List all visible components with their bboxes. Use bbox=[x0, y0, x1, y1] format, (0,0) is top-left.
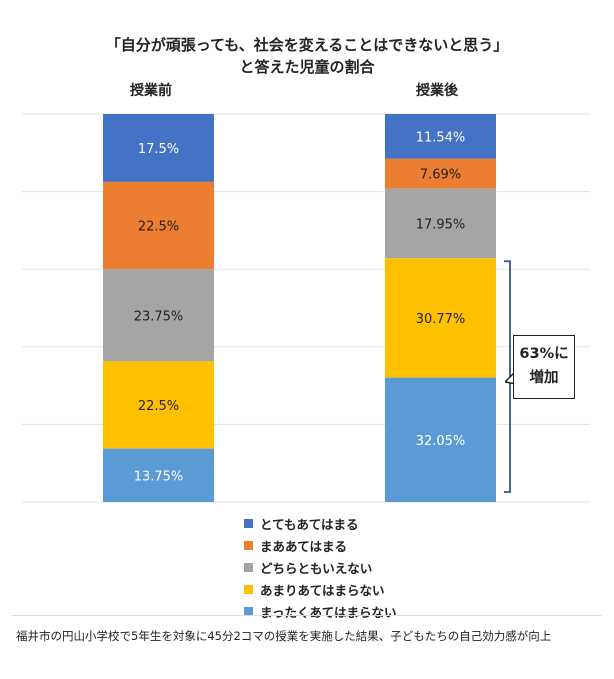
bar-segment bbox=[385, 158, 496, 189]
bar-segment bbox=[385, 258, 496, 378]
bar-segment bbox=[385, 188, 496, 259]
legend-label: とてもあてはまる bbox=[260, 516, 359, 532]
footer-caption: 福井市の円山小学校で5年生を対象に45分2コマの授業を実施した結果、子どもたちの… bbox=[16, 629, 552, 643]
data-label: 17.95% bbox=[416, 217, 466, 232]
legend-label: どちらともいえない bbox=[260, 560, 373, 576]
legend-label: まああてはまる bbox=[260, 538, 348, 554]
legend-swatch bbox=[244, 540, 253, 550]
legend-item: あまりあてはまらない bbox=[244, 578, 397, 600]
data-label: 32.05% bbox=[416, 434, 466, 449]
bar-segment bbox=[103, 361, 214, 449]
legend-item: まったくあてはまらない bbox=[244, 600, 397, 622]
category-label-before: 授業前 bbox=[130, 83, 172, 99]
data-label: 22.5% bbox=[138, 399, 179, 414]
bar-segment bbox=[385, 114, 496, 159]
legend-swatch bbox=[244, 562, 253, 572]
legend-item: どちらともいえない bbox=[244, 556, 397, 578]
legend-item: まああてはまる bbox=[244, 534, 397, 556]
chart-legend: とてもあてはまる まああてはまる どちらともいえない あまりあてはまらない まっ… bbox=[244, 512, 397, 622]
data-label: 23.75% bbox=[134, 309, 184, 324]
legend-label: あまりあてはまらない bbox=[260, 582, 385, 598]
data-label: 11.54% bbox=[416, 130, 466, 145]
increase-callout: 63%に 増加 bbox=[513, 335, 575, 399]
legend-label: まったくあてはまらない bbox=[260, 604, 397, 620]
chart-title: 「自分が頑張っても、社会を変えることはできないと思う」 と答えた児童の割合 bbox=[0, 34, 614, 78]
data-label: 17.5% bbox=[138, 142, 179, 157]
bar-segment bbox=[103, 181, 214, 270]
bar-segment bbox=[385, 377, 496, 502]
legend-item: とてもあてはまる bbox=[244, 512, 397, 534]
bar-segment bbox=[103, 448, 214, 502]
legend-swatch bbox=[244, 584, 253, 594]
data-label: 30.77% bbox=[416, 312, 466, 327]
legend-swatch bbox=[244, 518, 253, 528]
chart-title-line-1: 「自分が頑張っても、社会を変えることはできないと思う」 bbox=[105, 36, 509, 54]
data-label: 22.5% bbox=[138, 220, 179, 235]
footer-divider bbox=[12, 615, 602, 616]
category-label-after: 授業後 bbox=[416, 83, 458, 99]
bar-segment bbox=[103, 269, 214, 362]
legend-swatch bbox=[244, 606, 253, 616]
callout-line-2: 増加 bbox=[529, 370, 559, 386]
callout-line-1: 63%に bbox=[519, 346, 569, 362]
data-label: 13.75% bbox=[134, 469, 184, 484]
bar-segment bbox=[103, 114, 214, 182]
data-label: 7.69% bbox=[420, 168, 461, 183]
chart-title-line-2: と答えた児童の割合 bbox=[239, 58, 375, 76]
